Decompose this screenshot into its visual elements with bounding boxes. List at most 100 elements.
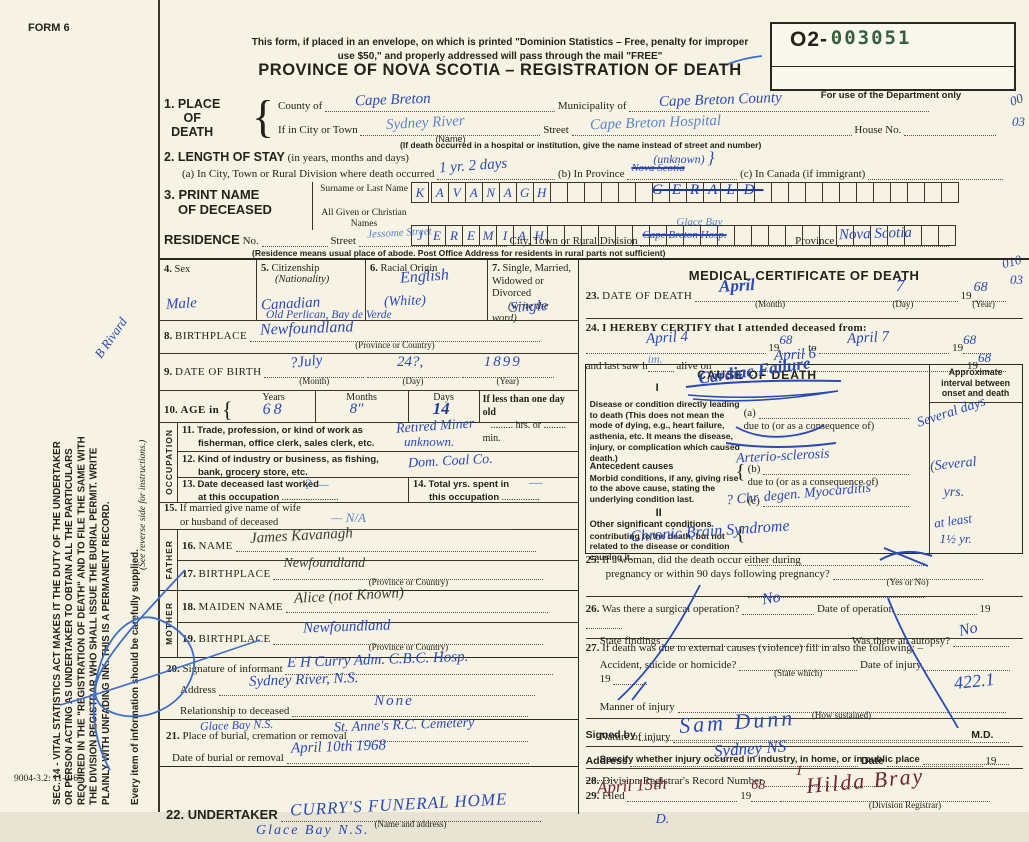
dod-year-note: (Year) — [972, 299, 995, 309]
residence-city-struck: Cape Breton Hosp. — [642, 229, 727, 241]
letter-cell: H — [532, 182, 551, 203]
citizenship-note: (Nationality) — [275, 274, 330, 285]
letter-cell — [872, 182, 891, 203]
birthplace-value: Newfoundland — [259, 318, 354, 339]
cause-other-brace: { — [735, 523, 746, 545]
stay-heading: 2. LENGTH OF STAY — [164, 150, 285, 164]
q27-accident-field: (State which) — [739, 657, 858, 678]
letter-cell — [617, 182, 636, 203]
dob-month-value: ?July — [289, 352, 324, 372]
lastsaw-year-prefix: 19 — [967, 360, 978, 372]
residence-province-value: Nova Scotia — [838, 224, 913, 244]
burial-place-field: St. Anne's R.C. Cemetery — [333, 716, 528, 742]
occupation-block: OCCUPATION 11. Trade, profession, or kin… — [160, 416, 578, 503]
age-months-cell: Months 8″ — [316, 391, 409, 422]
mother-birthplace-field: Newfoundland (Province or Country) — [273, 617, 544, 652]
deceased-label: 3. PRINT NAME OF DECEASED — [164, 187, 272, 218]
q26-operation-field: No — [742, 589, 815, 615]
record-field: 1 — [765, 763, 886, 787]
letter-cell — [804, 182, 823, 203]
registrar-note: (Division Registrar) — [868, 800, 942, 810]
age-days-value: 14 — [432, 399, 450, 418]
q25-label2: pregnancy or within 90 days following pr… — [605, 568, 830, 580]
letter-cell — [787, 182, 806, 203]
q27-code-value: 422.1 — [953, 668, 996, 694]
age-years-label: Years — [262, 392, 285, 403]
age-num: 10. — [164, 404, 178, 416]
stay-a-label: (a) In City, Town or Rural Division wher… — [182, 168, 435, 180]
letter-cell — [634, 182, 653, 203]
dob-year-field: 1899 (Year) — [461, 354, 554, 386]
sex-num: 4. — [164, 264, 172, 275]
filed-year-prefix: 19 — [740, 790, 752, 802]
signed-date-field — [886, 753, 983, 767]
county-value: Cape Breton — [354, 90, 431, 110]
stay-b-field: Nova Scotia (unknown) } — [627, 148, 738, 180]
residence-street-field: Jessome Street — [358, 225, 507, 247]
signed-year-prefix: 19 — [985, 755, 997, 767]
columns: 4. Sex Male 5. Citizenship (Nationality)… — [160, 258, 1029, 838]
certify-to-year: 68 — [963, 332, 977, 347]
total-years-num: 14. — [413, 479, 427, 490]
mail-notice: This form, if placed in an envelope, on … — [190, 36, 810, 63]
q25-field: (Yes or No) — [832, 566, 983, 587]
dob-label: DATE OF BIRTH — [175, 366, 262, 378]
q27-accident-label: Accident, suicide or homicide? — [599, 659, 737, 671]
dept-caption: For use of the Department only — [820, 90, 962, 101]
dod-month-note: (Month) — [755, 299, 786, 309]
informant-address-label: Address — [180, 684, 217, 696]
row-16-father-name: 16. NAME James Kavanagh — [178, 525, 578, 561]
lastsaw-label1: and last saw h — [585, 360, 648, 372]
informant-address-value: Sydney River, N.S. — [248, 670, 359, 690]
hospital-note: (If death occurred in a hospital or inst… — [400, 140, 762, 150]
letter-cell — [770, 182, 789, 203]
racial-label: Racial Origin — [380, 263, 438, 274]
letter-cell: A — [498, 182, 517, 203]
row-signed: Signed by Sam Dunn M.D. — [585, 705, 1023, 741]
deceased-num: 3. — [164, 187, 175, 202]
dob-num: 9. — [164, 366, 173, 378]
lastsaw-year: 68 — [978, 350, 991, 365]
deceased-label1: PRINT NAME — [178, 187, 260, 202]
residence-province-label: Province — [795, 235, 835, 247]
father-birthplace-field: Newfoundland (Province or Country) — [273, 556, 544, 587]
cause-title: CAUSE OF DEATH — [697, 368, 817, 382]
signed-md-label: M.D. — [971, 729, 994, 741]
given-names-label: All Given or Christian Names — [321, 208, 407, 229]
q27-state-note: (State which) — [774, 668, 823, 678]
q26-year-prefix: 19 — [979, 603, 991, 615]
mail-notice-line2: use $50," and properly addressed will pa… — [337, 50, 663, 62]
cause-antecedent-label: Antecedent causes Morbid conditions, if … — [590, 461, 742, 505]
county-label: County of — [278, 100, 323, 112]
signed-year-field — [585, 767, 614, 781]
interval-other-value1: at least — [932, 510, 973, 531]
row-24-certify: 24. I HEREBY CERTIFY that I attended dec… — [585, 318, 1023, 372]
signed-address-field: Sydney NS — [630, 737, 859, 767]
letter-cell — [549, 182, 568, 203]
certify-from-year: 68 — [779, 332, 793, 347]
surname-struck-value: GERALD — [652, 182, 764, 198]
industry-num: 12. — [182, 454, 196, 465]
cause-part1: I — [655, 382, 659, 394]
house-no-field — [904, 122, 997, 136]
q26-operation-label: Was there a surgical operation? — [601, 603, 740, 615]
letter-cell: K — [411, 182, 429, 203]
informant-address-field: Sydney River, N.S. — [218, 670, 535, 696]
q27-year-field — [613, 671, 648, 685]
field-racial-origin: 6. Racial Origin English (White) — [366, 260, 488, 320]
birthplace-field: Old Perlican, Bay de Verde Newfoundland … — [249, 309, 540, 350]
residence-note: (Residence means usual place of abode. P… — [252, 248, 666, 258]
dod-day-note: (Day) — [892, 299, 914, 309]
left-margin: FORM 6 B Rivard SEC. 14 - VITAL STATISTI… — [0, 0, 160, 812]
place-margin-code1: 00 — [1007, 90, 1026, 109]
q27-manner-label: Manner of injury — [599, 701, 675, 713]
row-23-date-of-death: 23. DATE OF DEATH April (Month) 7 (Day) 19… — [586, 275, 1023, 309]
margin-reverse-note: (See reverse side for instructions.) — [138, 439, 148, 570]
record-value: 1 — [795, 763, 803, 779]
cause-other-field2 — [747, 584, 924, 598]
lastsaw-date-field: April 6 — [714, 346, 965, 372]
total-years-label2: this occupation — [429, 491, 500, 503]
letter-cell — [938, 225, 956, 246]
